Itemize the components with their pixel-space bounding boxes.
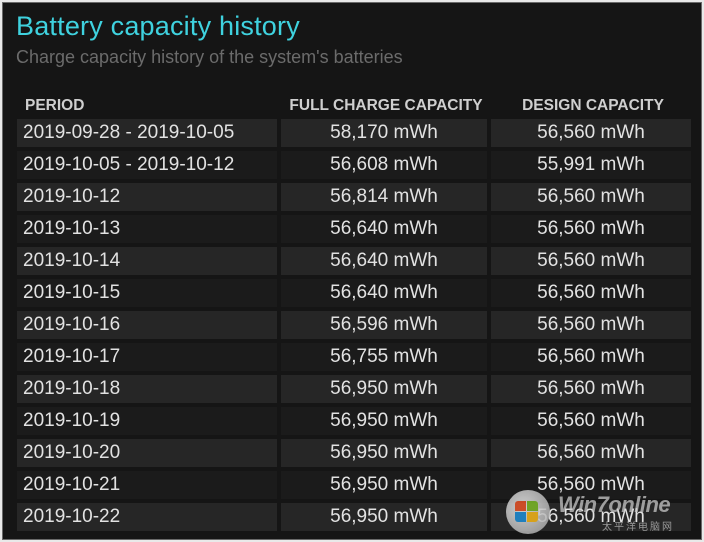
table-row: 2019-10-18 56,950 mWh 56,560 mWh [17, 375, 691, 403]
table-row: 2019-10-16 56,596 mWh 56,560 mWh [17, 311, 691, 339]
design-capacity-cell: 56,560 mWh [491, 215, 691, 243]
column-header-period: PERIOD [25, 97, 85, 114]
period-cell: 2019-10-13 [17, 215, 277, 243]
full-charge-cell: 56,950 mWh [281, 407, 487, 435]
design-capacity-cell: 56,560 mWh [491, 247, 691, 275]
period-cell: 2019-09-28 - 2019-10-05 [17, 119, 277, 147]
table-row: 2019-10-12 56,814 mWh 56,560 mWh [17, 183, 691, 211]
design-capacity-cell: 56,560 mWh [491, 503, 691, 531]
full-charge-cell: 58,170 mWh [281, 119, 487, 147]
full-charge-cell: 56,640 mWh [281, 215, 487, 243]
period-cell: 2019-10-19 [17, 407, 277, 435]
design-capacity-cell: 55,991 mWh [491, 151, 691, 179]
table-row: 2019-09-28 - 2019-10-05 58,170 mWh 56,56… [17, 119, 691, 147]
period-cell: 2019-10-22 [17, 503, 277, 531]
column-header-design-capacity: DESIGN CAPACITY [522, 97, 664, 114]
full-charge-cell: 56,950 mWh [281, 503, 487, 531]
full-charge-cell: 56,950 mWh [281, 439, 487, 467]
period-cell: 2019-10-16 [17, 311, 277, 339]
design-capacity-cell: 56,560 mWh [491, 375, 691, 403]
table-row: 2019-10-17 56,755 mWh 56,560 mWh [17, 343, 691, 371]
table-row: 2019-10-14 56,640 mWh 56,560 mWh [17, 247, 691, 275]
full-charge-cell: 56,950 mWh [281, 375, 487, 403]
period-cell: 2019-10-15 [17, 279, 277, 307]
period-cell: 2019-10-21 [17, 471, 277, 499]
design-capacity-cell: 56,560 mWh [491, 439, 691, 467]
page-title: Battery capacity history [16, 11, 300, 41]
table-row: 2019-10-13 56,640 mWh 56,560 mWh [17, 215, 691, 243]
table-header-row: PERIOD FULL CHARGE CAPACITY DESIGN CAPAC… [17, 95, 691, 115]
period-cell: 2019-10-14 [17, 247, 277, 275]
battery-capacity-table: PERIOD FULL CHARGE CAPACITY DESIGN CAPAC… [13, 91, 695, 535]
design-capacity-cell: 56,560 mWh [491, 343, 691, 371]
table-row: 2019-10-05 - 2019-10-12 56,608 mWh 55,99… [17, 151, 691, 179]
full-charge-cell: 56,950 mWh [281, 471, 487, 499]
design-capacity-cell: 56,560 mWh [491, 471, 691, 499]
column-header-full-charge-capacity: FULL CHARGE CAPACITY [289, 97, 483, 114]
design-capacity-cell: 56,560 mWh [491, 407, 691, 435]
full-charge-cell: 56,608 mWh [281, 151, 487, 179]
table-row: 2019-10-20 56,950 mWh 56,560 mWh [17, 439, 691, 467]
table-row: 2019-10-15 56,640 mWh 56,560 mWh [17, 279, 691, 307]
full-charge-cell: 56,755 mWh [281, 343, 487, 371]
full-charge-cell: 56,596 mWh [281, 311, 487, 339]
table-row: 2019-10-19 56,950 mWh 56,560 mWh [17, 407, 691, 435]
design-capacity-cell: 56,560 mWh [491, 279, 691, 307]
design-capacity-cell: 56,560 mWh [491, 119, 691, 147]
period-cell: 2019-10-17 [17, 343, 277, 371]
table-row: 2019-10-22 56,950 mWh 56,560 mWh [17, 503, 691, 531]
full-charge-cell: 56,814 mWh [281, 183, 487, 211]
period-cell: 2019-10-12 [17, 183, 277, 211]
period-cell: 2019-10-18 [17, 375, 277, 403]
design-capacity-cell: 56,560 mWh [491, 311, 691, 339]
table-row: 2019-10-21 56,950 mWh 56,560 mWh [17, 471, 691, 499]
period-cell: 2019-10-20 [17, 439, 277, 467]
full-charge-cell: 56,640 mWh [281, 247, 487, 275]
period-cell: 2019-10-05 - 2019-10-12 [17, 151, 277, 179]
page-subtitle: Charge capacity history of the system's … [16, 47, 403, 67]
design-capacity-cell: 56,560 mWh [491, 183, 691, 211]
full-charge-cell: 56,640 mWh [281, 279, 487, 307]
